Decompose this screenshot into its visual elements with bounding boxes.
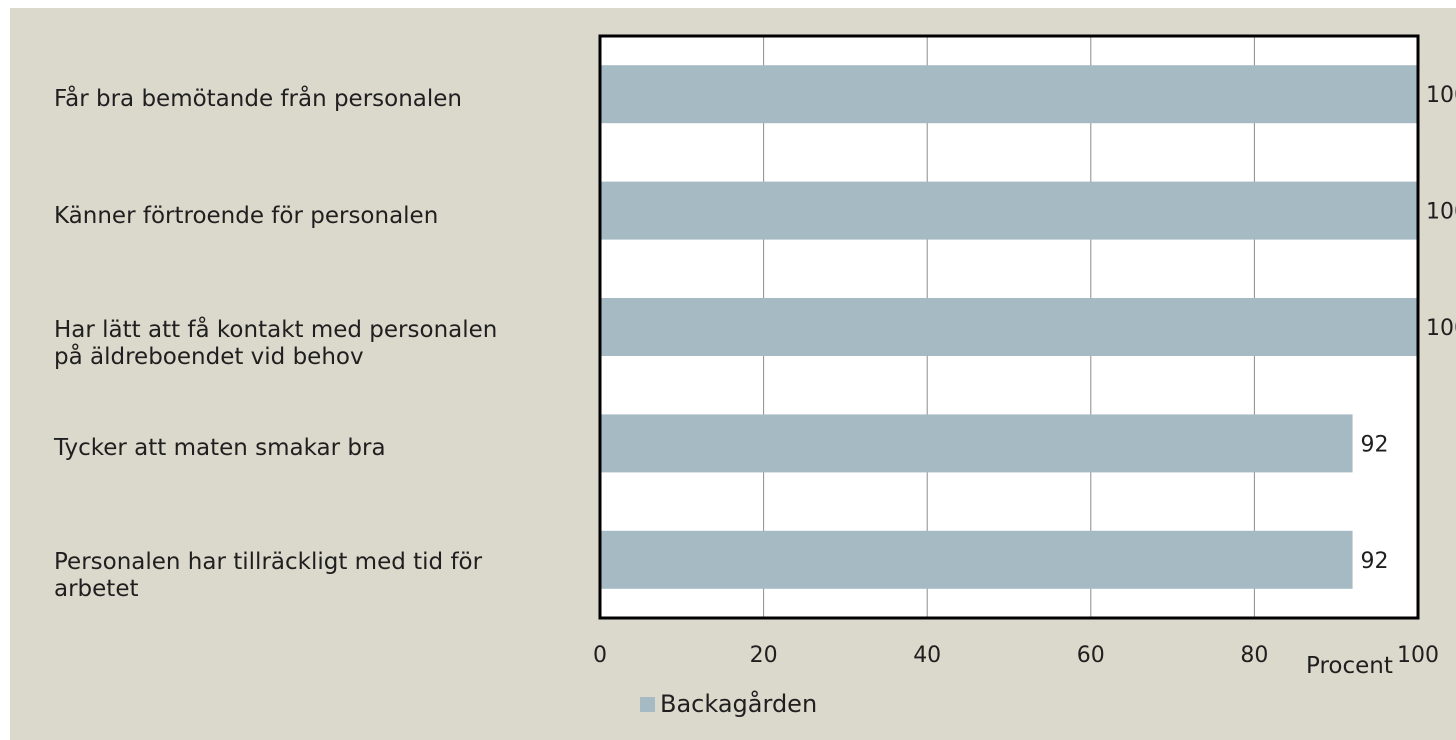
x-tick-label: 60 xyxy=(1077,643,1105,668)
data-label: 100 xyxy=(1426,83,1456,108)
data-label: 92 xyxy=(1361,549,1389,574)
legend: Backagården xyxy=(640,690,817,718)
x-tick-label: 100 xyxy=(1397,643,1439,668)
category-label: Personalen har tillräckligt med tid för … xyxy=(54,549,483,602)
category-label: Tycker att maten smakar bra xyxy=(54,435,386,461)
x-tick-label: 40 xyxy=(913,643,941,668)
legend-label: Backagården xyxy=(660,690,818,718)
bar xyxy=(600,414,1353,473)
x-axis-title: Procent xyxy=(1306,653,1393,679)
x-tick-label: 0 xyxy=(593,643,607,668)
x-tick-label: 80 xyxy=(1240,643,1268,668)
data-label: 92 xyxy=(1361,432,1389,457)
category-label: Får bra bemötande från personalen xyxy=(54,86,463,112)
bar xyxy=(600,181,1418,240)
bar xyxy=(600,530,1353,589)
plot-border xyxy=(598,34,1420,620)
category-label: Har lätt att få kontakt med personalen p… xyxy=(54,317,498,370)
bar xyxy=(600,65,1418,124)
bar xyxy=(600,298,1418,356)
legend-swatch xyxy=(640,696,655,712)
data-label: 100 xyxy=(1426,316,1456,341)
x-tick-label: 20 xyxy=(750,643,778,668)
data-label: 100 xyxy=(1426,200,1456,225)
category-label: Känner förtroende för personalen xyxy=(54,203,439,229)
